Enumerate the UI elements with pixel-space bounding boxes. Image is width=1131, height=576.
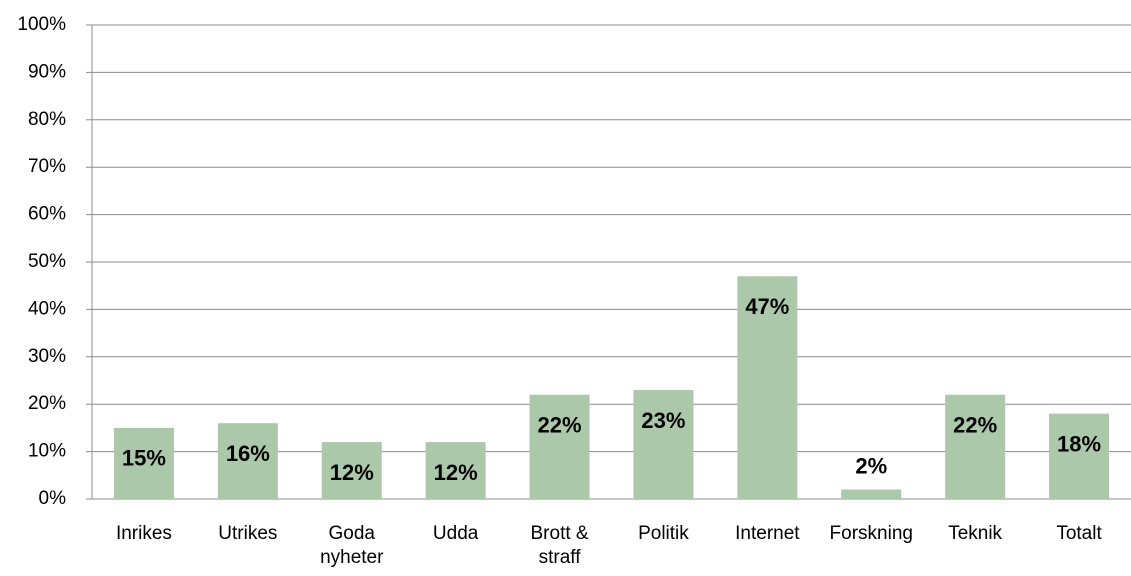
x-tick-label: Brott & straff — [530, 523, 589, 568]
y-tick-label: 50% — [28, 251, 66, 272]
x-tick-label: Inrikes — [115, 523, 172, 544]
bar — [529, 394, 590, 499]
y-tick-label: 80% — [28, 109, 66, 130]
data-label: 15% — [122, 446, 166, 471]
data-label: 47% — [745, 294, 789, 319]
bar — [425, 442, 486, 499]
data-label: 12% — [330, 460, 374, 485]
bar — [1049, 413, 1110, 499]
y-tick-label: 30% — [28, 346, 66, 367]
y-tick-label: 0% — [39, 488, 67, 509]
y-tick-label: 70% — [28, 156, 66, 177]
x-tick-label: Politik — [638, 523, 689, 544]
data-label: 18% — [1057, 431, 1101, 456]
bar — [737, 276, 798, 499]
data-label: 2% — [855, 453, 887, 478]
x-tick-label: Teknik — [948, 523, 1003, 544]
data-label: 22% — [953, 413, 997, 438]
x-tick-label: Utrikes — [218, 523, 278, 544]
y-tick-label: 60% — [28, 204, 66, 225]
bar — [633, 389, 694, 499]
x-tick-label: Goda nyheter — [320, 523, 384, 568]
y-tick-label: 20% — [28, 393, 66, 414]
data-label: 16% — [226, 441, 270, 466]
y-tick-label: 10% — [28, 441, 66, 462]
x-tick-label: Totalt — [1056, 523, 1102, 544]
x-tick-label: Internet — [735, 523, 800, 544]
data-label: 23% — [641, 408, 685, 433]
x-tick-label: Forskning — [829, 523, 913, 544]
bar — [217, 423, 278, 499]
bar — [945, 394, 1006, 499]
bar — [113, 427, 174, 499]
x-tick-label: Udda — [432, 523, 479, 544]
bar — [321, 442, 382, 499]
data-label: 12% — [434, 460, 478, 485]
y-tick-label: 40% — [28, 298, 66, 319]
bar — [841, 489, 902, 499]
data-label: 22% — [538, 413, 582, 438]
y-tick-label: 90% — [28, 61, 66, 82]
y-tick-label: 100% — [17, 14, 66, 35]
